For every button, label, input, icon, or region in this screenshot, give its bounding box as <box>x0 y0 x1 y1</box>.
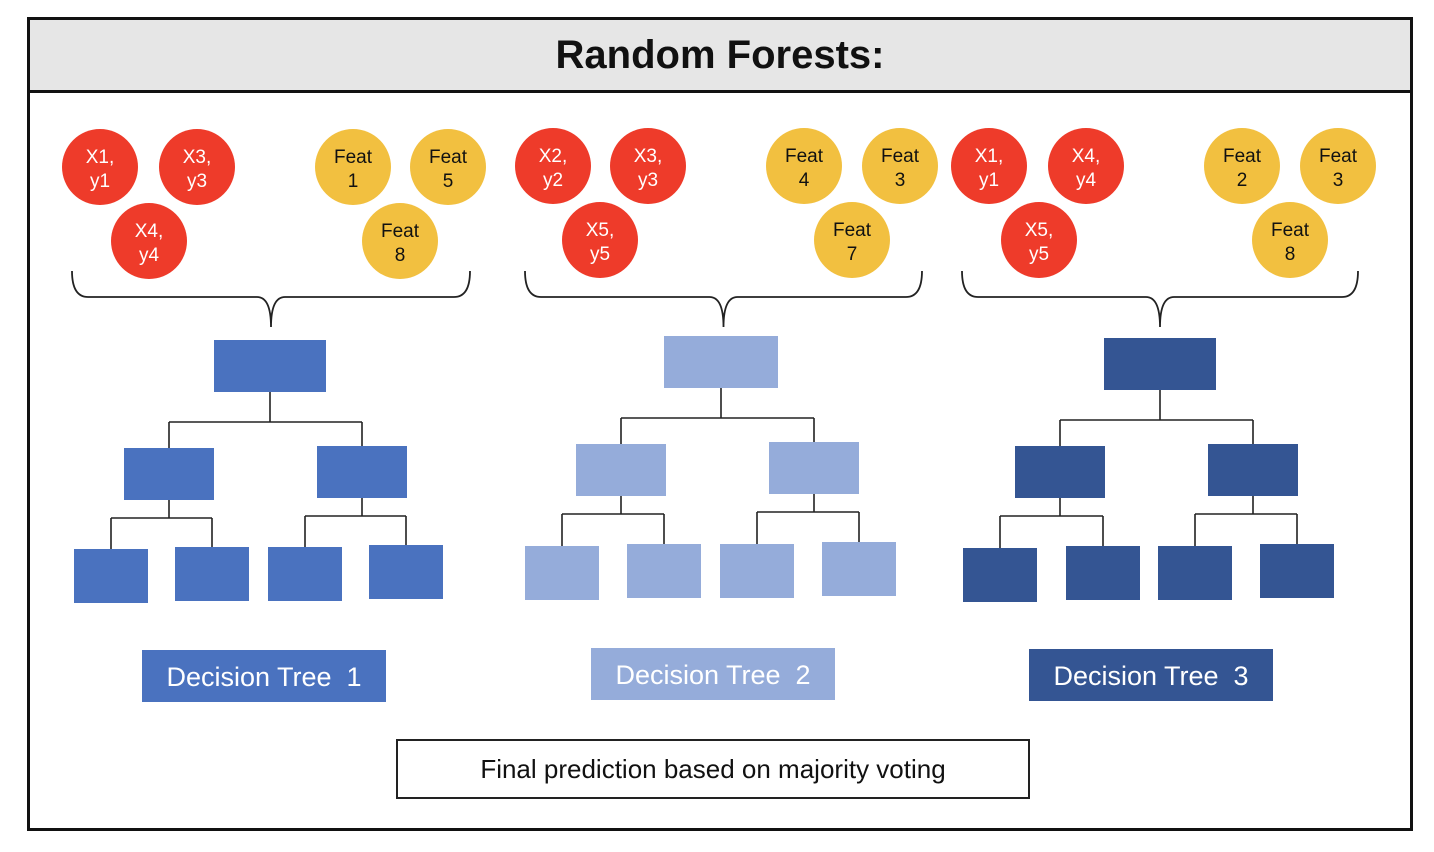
sample-label-tree2-3: X5, y5 <box>586 220 615 265</box>
leaf-node-tree1-2 <box>175 547 249 601</box>
sample-circle-tree2-1 <box>515 128 591 204</box>
title-bar: Random Forests: <box>30 20 1410 93</box>
leaf-node-tree1-1 <box>74 549 148 603</box>
brace-tree3 <box>961 270 1359 328</box>
feature-label-tree3-3: Feat 8 <box>1271 220 1310 265</box>
tree-label-box-3 <box>1029 649 1273 701</box>
feature-circle-tree2-3 <box>814 202 890 278</box>
tree-label-box-2 <box>591 648 835 700</box>
feature-circle-tree3-1 <box>1204 128 1280 204</box>
root-node-tree3 <box>1104 338 1216 390</box>
brace-tree1 <box>71 270 471 328</box>
tree-label-3: Decision Tree 3 <box>1053 661 1248 691</box>
leaf-node-tree3-1 <box>963 548 1037 602</box>
inner-node-tree1-2 <box>317 446 407 498</box>
feature-label-tree2-1: Feat 4 <box>785 146 824 191</box>
feature-circle-tree3-2 <box>1300 128 1376 204</box>
inner-node-tree2-2 <box>769 442 859 494</box>
sample-label-tree1-2: X3, y3 <box>183 147 212 192</box>
sample-circle-tree2-2 <box>610 128 686 204</box>
sample-circle-tree1-1 <box>62 129 138 205</box>
tree-label-1: Decision Tree 1 <box>166 662 361 692</box>
sample-label-tree3-2: X4, y4 <box>1072 146 1101 191</box>
feature-circle-tree1-1 <box>315 129 391 205</box>
sample-label-tree1-3: X4, y4 <box>135 221 164 266</box>
feature-label-tree1-2: Feat 5 <box>429 147 468 192</box>
leaf-node-tree2-4 <box>822 542 896 596</box>
root-node-tree2 <box>664 336 778 388</box>
sample-label-tree3-3: X5, y5 <box>1025 220 1054 265</box>
sample-label-tree2-2: X3, y3 <box>634 146 663 191</box>
sample-circle-tree3-3 <box>1001 202 1077 278</box>
sample-circle-tree2-3 <box>562 202 638 278</box>
tree-label-2: Decision Tree 2 <box>615 660 810 690</box>
inner-node-tree1-1 <box>124 448 214 500</box>
feature-label-tree2-2: Feat 3 <box>881 146 920 191</box>
brace-tree2 <box>524 270 923 328</box>
feature-label-tree3-1: Feat 2 <box>1223 146 1262 191</box>
inner-node-tree3-1 <box>1015 446 1105 498</box>
leaf-node-tree1-3 <box>268 547 342 601</box>
sample-circle-tree1-2 <box>159 129 235 205</box>
sample-circle-tree3-2 <box>1048 128 1124 204</box>
leaf-node-tree2-2 <box>627 544 701 598</box>
feature-label-tree3-2: Feat 3 <box>1319 146 1358 191</box>
inner-node-tree3-2 <box>1208 444 1298 496</box>
sample-circle-tree1-3 <box>111 203 187 279</box>
leaf-node-tree2-3 <box>720 544 794 598</box>
feature-label-tree2-3: Feat 7 <box>833 220 872 265</box>
feature-circle-tree3-3 <box>1252 202 1328 278</box>
leaf-node-tree3-2 <box>1066 546 1140 600</box>
leaf-node-tree3-3 <box>1158 546 1232 600</box>
feature-circle-tree1-3 <box>362 203 438 279</box>
leaf-node-tree3-4 <box>1260 544 1334 598</box>
root-node-tree1 <box>214 340 326 392</box>
sample-circle-tree3-1 <box>951 128 1027 204</box>
diagram-title: Random Forests: <box>555 32 885 77</box>
leaf-node-tree1-4 <box>369 545 443 599</box>
final-prediction-text: Final prediction based on majority votin… <box>480 753 946 784</box>
inner-node-tree2-1 <box>576 444 666 496</box>
sample-label-tree3-1: X1, y1 <box>975 146 1004 191</box>
feature-circle-tree2-1 <box>766 128 842 204</box>
final-prediction-box: Final prediction based on majority votin… <box>396 739 1030 799</box>
leaf-node-tree2-1 <box>525 546 599 600</box>
feature-circle-tree2-2 <box>862 128 938 204</box>
sample-label-tree2-1: X2, y2 <box>539 146 568 191</box>
feature-circle-tree1-2 <box>410 129 486 205</box>
tree-label-box-1 <box>142 650 386 702</box>
sample-label-tree1-1: X1, y1 <box>86 147 115 192</box>
feature-label-tree1-3: Feat 8 <box>381 221 420 266</box>
feature-label-tree1-1: Feat 1 <box>334 147 373 192</box>
